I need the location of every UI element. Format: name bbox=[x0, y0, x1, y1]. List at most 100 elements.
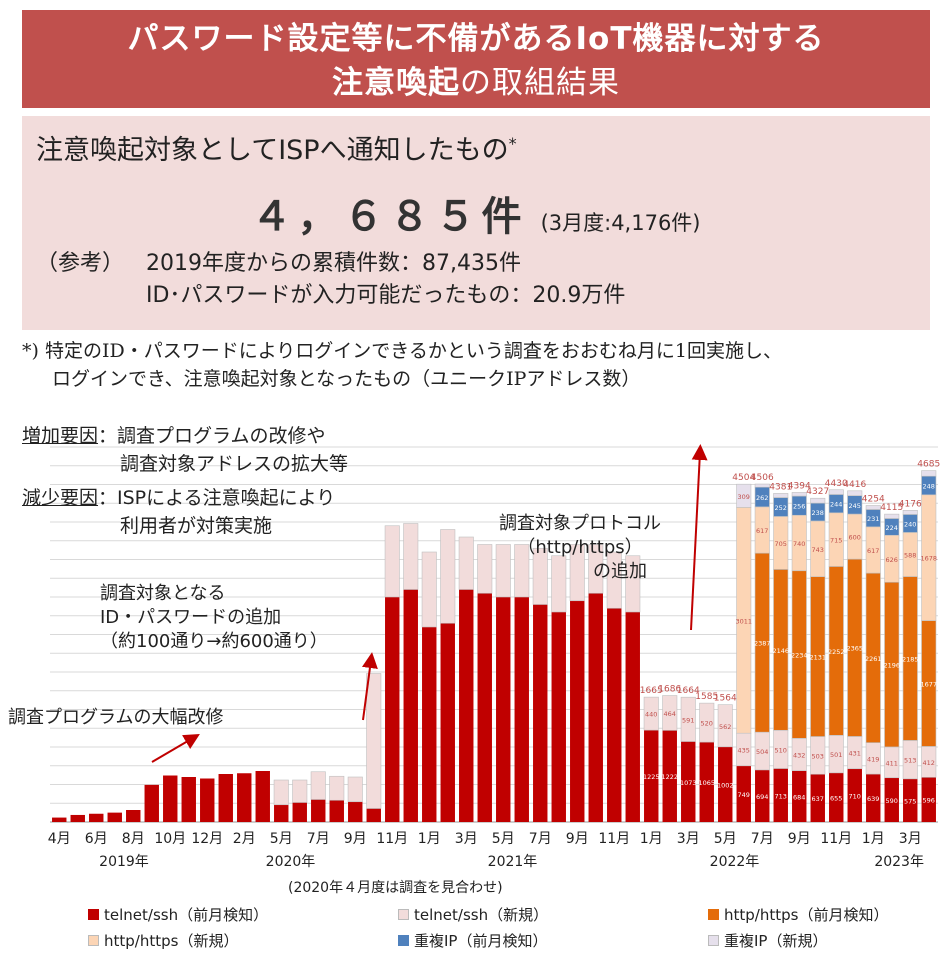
month-tick-label: 5月 bbox=[270, 831, 293, 847]
month-tick-label: 6月 bbox=[85, 831, 108, 847]
total-label: 1686 bbox=[658, 685, 681, 695]
data-label: 1222 bbox=[661, 773, 678, 781]
bar-segment bbox=[70, 814, 85, 822]
bar-segment bbox=[347, 776, 363, 803]
total-label: 4254 bbox=[862, 495, 885, 505]
arrow-program-revision bbox=[151, 733, 200, 763]
bar-segment bbox=[903, 778, 918, 822]
summary-heading-text: 注意喚起対象としてISPへ通知したもの bbox=[36, 135, 509, 166]
arrow-protocol-added bbox=[690, 444, 708, 631]
bar-segment bbox=[126, 810, 141, 822]
bar-segment bbox=[421, 551, 437, 628]
data-label: 238 bbox=[812, 509, 824, 517]
increase-factor-text2: 調査対象アドレスの拡大等 bbox=[120, 453, 349, 475]
total-label: 4685 bbox=[917, 460, 940, 470]
legend-item: 重複IP（前月検知） bbox=[398, 930, 547, 951]
bar-segment bbox=[884, 777, 899, 822]
data-label: 600 bbox=[849, 534, 861, 542]
bar-segment bbox=[607, 608, 622, 822]
data-label: 694 bbox=[756, 793, 768, 801]
bar-segment bbox=[866, 774, 881, 822]
bar-segment bbox=[273, 779, 289, 806]
data-label: 637 bbox=[812, 795, 824, 803]
bar-segment bbox=[792, 770, 807, 822]
increase-factor-label: 増加要因 bbox=[22, 425, 99, 447]
data-label: 1073 bbox=[680, 779, 697, 787]
bar-segment bbox=[366, 808, 381, 822]
chart-labels: 1225 440 1222 464 1073 591 1065 520 1002 562 749 43… bbox=[48, 460, 940, 870]
reference-info: （参考） 2019年度からの累積件数：87,435件 ID･パスワードが入力可能だ… bbox=[36, 248, 625, 312]
data-label: 588 bbox=[904, 551, 916, 559]
data-label: 590 bbox=[886, 797, 898, 805]
legend-item: telnet/ssh（新規） bbox=[398, 904, 548, 925]
bar-segment bbox=[680, 696, 696, 742]
bar-segment bbox=[514, 597, 529, 822]
data-label: 596 bbox=[923, 797, 935, 805]
bar-segment bbox=[699, 702, 715, 743]
cumulative-count: 2019年度からの累積件数：87,435件 bbox=[146, 251, 521, 276]
total-label: 4416 bbox=[843, 480, 866, 490]
data-label: 1065 bbox=[698, 779, 715, 787]
bar-segment bbox=[237, 773, 252, 822]
bar-segment bbox=[144, 784, 159, 822]
data-label: 1002 bbox=[717, 781, 734, 789]
data-label: 1678 bbox=[920, 555, 937, 563]
data-label: 740 bbox=[793, 540, 805, 548]
data-label: 655 bbox=[830, 794, 842, 802]
annotation-protocol-2: （http/https） bbox=[517, 537, 643, 558]
footnote-mark: * bbox=[508, 134, 517, 153]
bar-segment bbox=[532, 547, 548, 605]
annotation-protocol-3: の追加 bbox=[593, 561, 647, 582]
legend-label: 重複IP（前月検知） bbox=[414, 932, 548, 950]
bar-segment bbox=[625, 555, 641, 613]
decrease-factor-text2: 利用者が対策実施 bbox=[120, 515, 273, 537]
legend-label: http/https（前月検知） bbox=[724, 906, 889, 924]
month-tick-label: 11月 bbox=[820, 831, 852, 847]
total-label: 1585 bbox=[695, 692, 718, 702]
data-label: 256 bbox=[793, 503, 805, 511]
data-label: 743 bbox=[812, 546, 824, 554]
data-label: 684 bbox=[793, 793, 805, 801]
data-label: 591 bbox=[682, 716, 694, 724]
bar-segment bbox=[366, 673, 382, 809]
data-label: 411 bbox=[886, 759, 898, 767]
data-label: 248 bbox=[923, 482, 935, 490]
footnote-line1: *) 特定のID・パスワードによりログインできるかという調査をおおむね月に1回実… bbox=[22, 340, 783, 362]
total-label: 4115 bbox=[880, 503, 903, 513]
data-label: 464 bbox=[664, 710, 676, 718]
month-tick-label: 12月 bbox=[191, 831, 223, 847]
legend-label: telnet/ssh（新規） bbox=[414, 906, 549, 924]
bar-segment bbox=[588, 544, 604, 594]
data-label: 503 bbox=[812, 752, 824, 760]
bar-segment bbox=[699, 742, 714, 822]
footnote: *) 特定のID・パスワードによりログインできるかという調査をおおむね月に1回実… bbox=[22, 337, 782, 393]
month-tick-label: 3月 bbox=[899, 831, 922, 847]
total-label: 4504 bbox=[732, 473, 755, 483]
month-tick-label: 7月 bbox=[751, 831, 774, 847]
bar-segment bbox=[902, 509, 918, 515]
data-label: 713 bbox=[775, 792, 787, 800]
legend-swatch bbox=[88, 935, 99, 946]
total-label: 4327 bbox=[806, 487, 829, 497]
bar-segment bbox=[329, 800, 344, 822]
data-label: 562 bbox=[719, 723, 731, 731]
total-label: 1664 bbox=[677, 686, 700, 696]
legend-swatch bbox=[708, 909, 719, 920]
data-label: 1677 bbox=[920, 681, 937, 689]
legend-item: 重複IP（新規） bbox=[708, 930, 827, 951]
bar-segment bbox=[569, 544, 585, 602]
month-tick-label: 7月 bbox=[307, 831, 330, 847]
bar-segment bbox=[551, 612, 566, 822]
arrow-id-added bbox=[362, 652, 378, 721]
bar-segment bbox=[847, 490, 863, 496]
bar-segment bbox=[643, 696, 659, 731]
credential-count: ID･パスワードが入力可能だったもの：20.9万件 bbox=[146, 283, 626, 308]
month-tick-label: 11月 bbox=[598, 831, 630, 847]
annotation-id-added: 調査対象となる ID・パスワードの追加 （約100通り→約600通り） bbox=[100, 582, 328, 654]
data-label: 262 bbox=[756, 494, 768, 502]
data-label: 431 bbox=[849, 750, 861, 758]
bar-segment bbox=[773, 768, 788, 822]
factors: 増加要因 ：調査プログラムの改修や 調査対象アドレスの拡大等 減少要因 ：ISPによ… bbox=[22, 422, 348, 540]
bar-segment bbox=[718, 746, 733, 822]
bar-segment bbox=[459, 589, 474, 822]
